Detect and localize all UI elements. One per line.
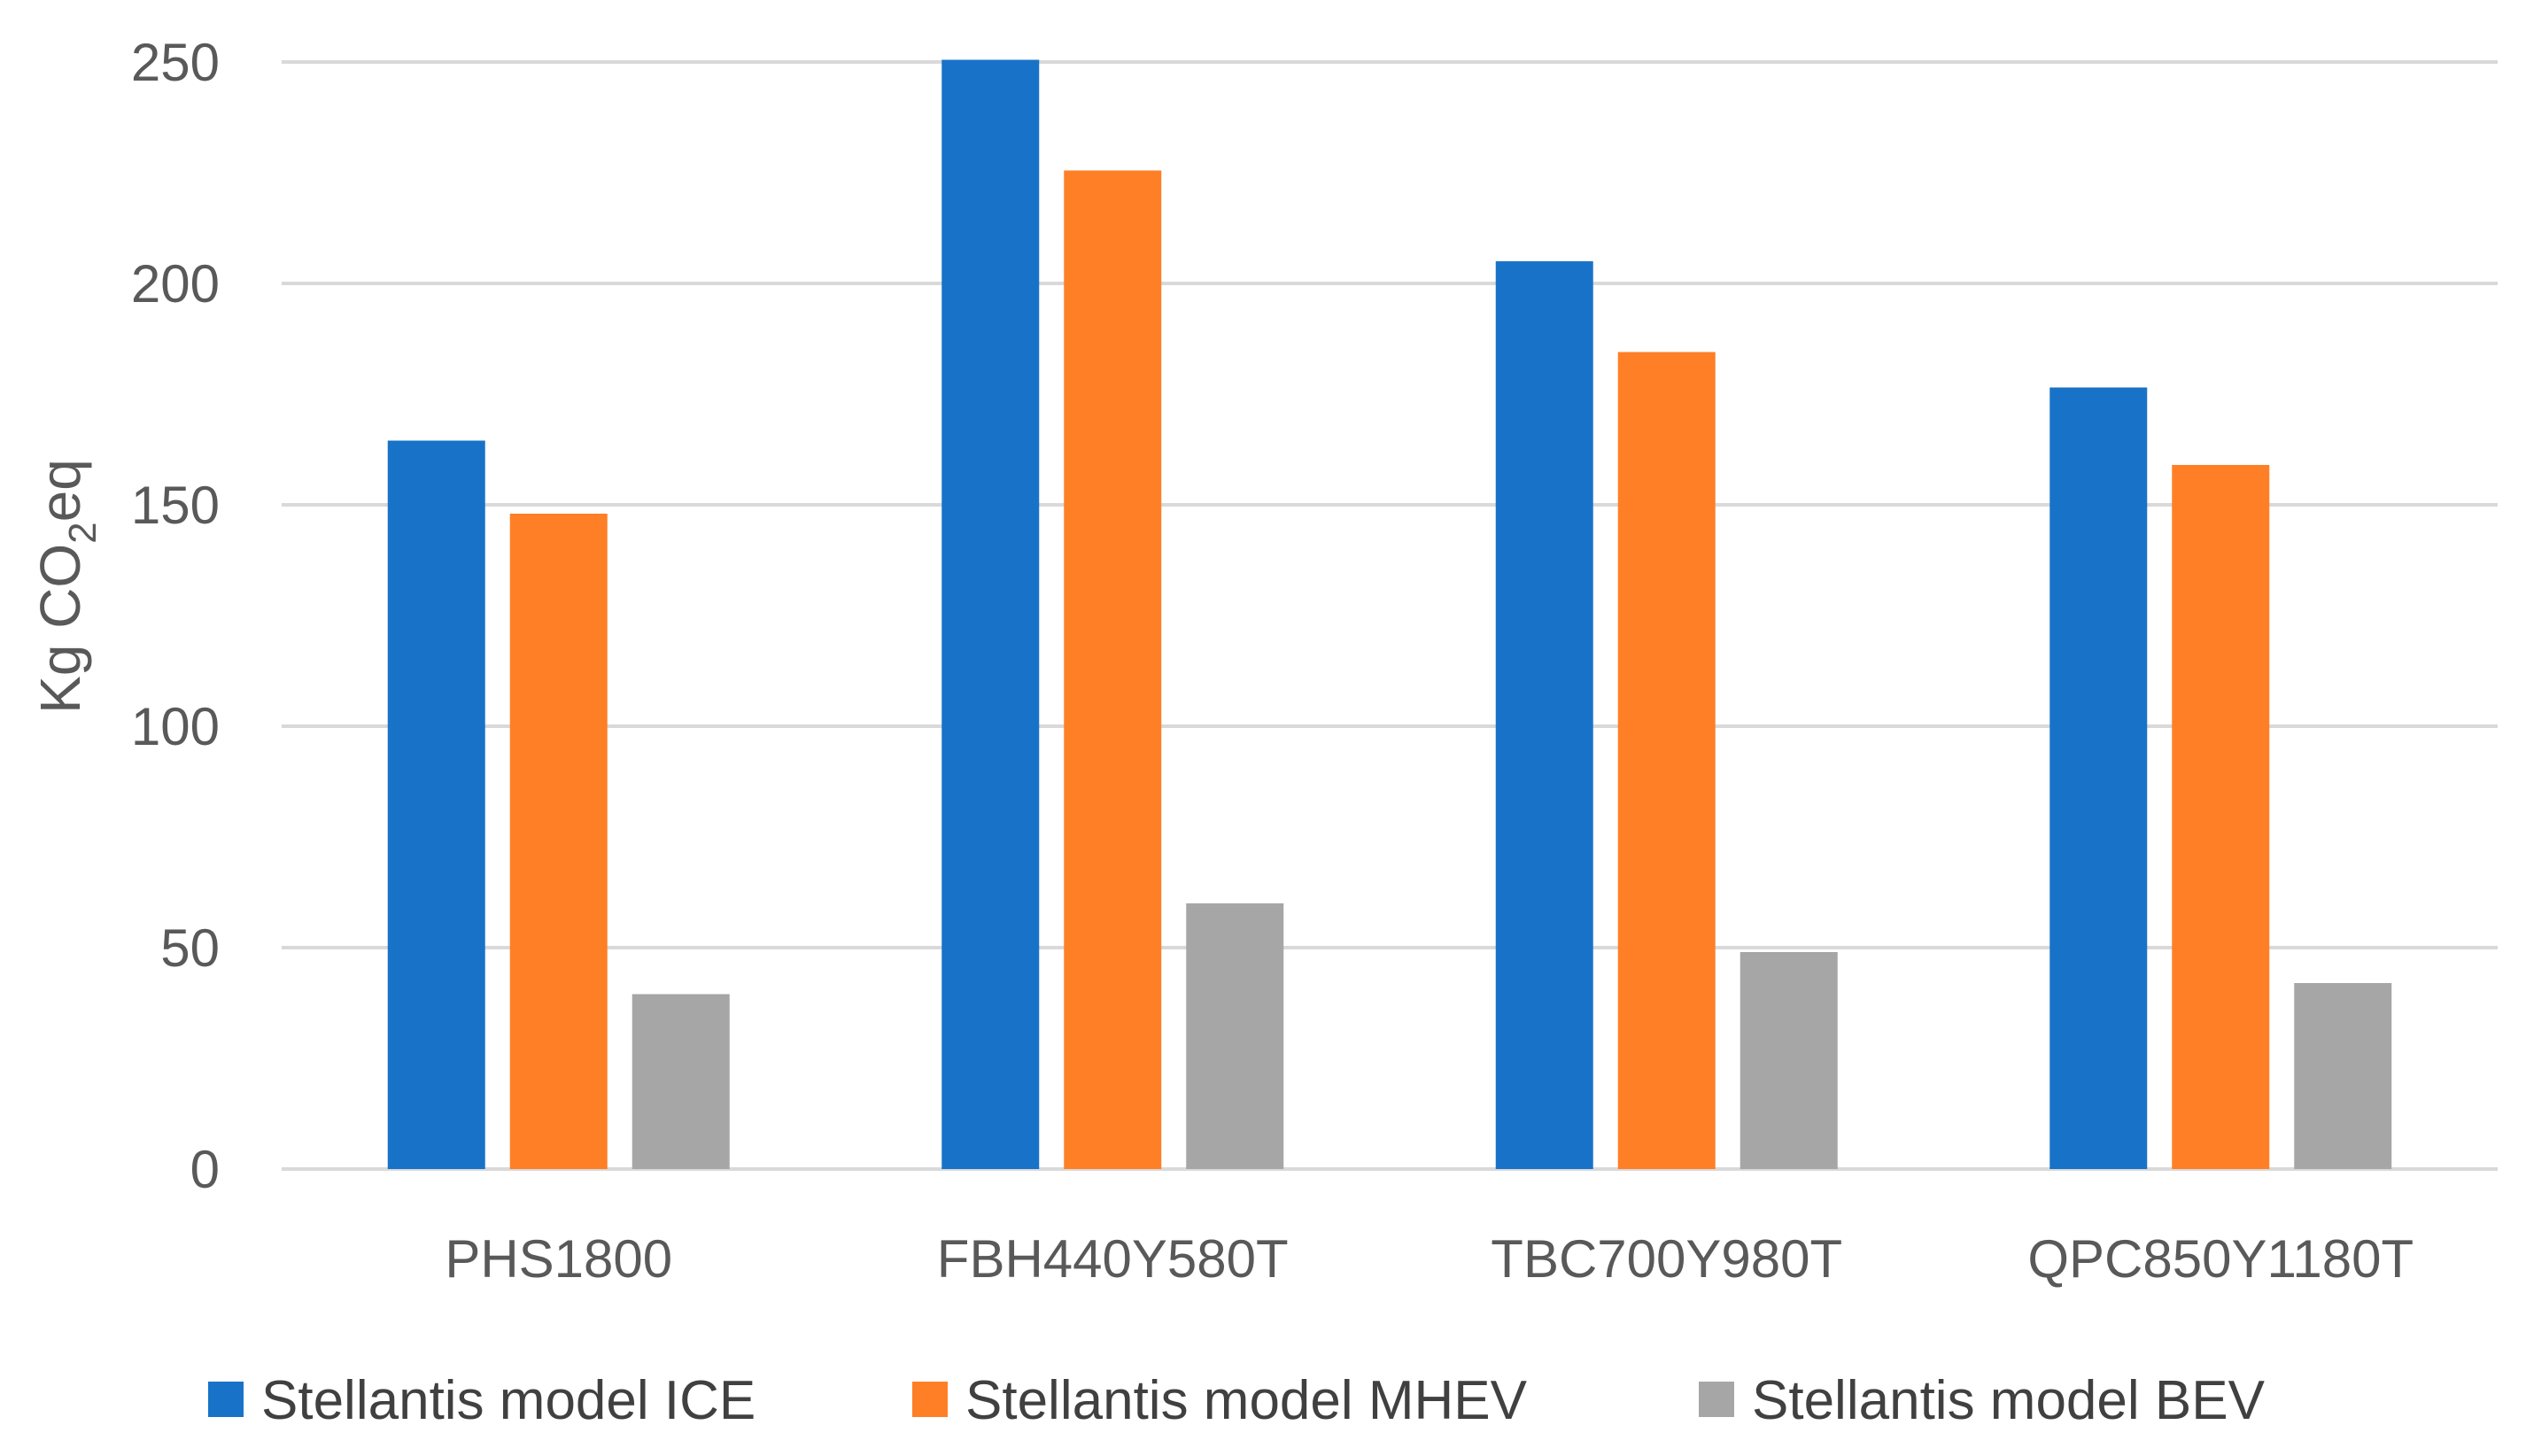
legend: Stellantis model ICE Stellantis model MHE… [208, 1370, 2266, 1431]
bar-stellantis-model-ice-tbc700y980t [1495, 261, 1593, 1169]
bar-stellantis-model-mhev-phs1800 [509, 514, 608, 1169]
bar-stellantis-model-ice-phs1800 [387, 440, 485, 1169]
gridlines [282, 60, 2498, 1171]
legend-label: Stellantis model BEV [1752, 1370, 2266, 1431]
y-tick-label: 0 [190, 1140, 220, 1199]
legend-swatch [912, 1382, 948, 1417]
bars [387, 59, 2392, 1169]
bar-stellantis-model-bev-qpc850y1180t [2294, 983, 2392, 1169]
y-axis-title-tail: eq [28, 459, 92, 522]
bar-stellantis-model-mhev-qpc850y1180t [2172, 465, 2270, 1169]
x-tick-label: TBC700Y980T [1491, 1229, 1842, 1289]
y-tick-label: 150 [131, 476, 220, 535]
y-tick-label: 200 [131, 254, 220, 314]
bar-stellantis-model-mhev-fbh440y580t [1064, 170, 1162, 1169]
x-tick-label: FBH440Y580T [937, 1229, 1289, 1289]
y-axis-title: Kg CO2eq [28, 459, 105, 714]
bar-stellantis-model-bev-fbh440y580t [1186, 903, 1284, 1169]
x-tick-label: QPC850Y1180T [2027, 1229, 2414, 1289]
bar-stellantis-model-ice-fbh440y580t [941, 59, 1040, 1169]
bar-stellantis-model-mhev-tbc700y980t [1617, 352, 1716, 1169]
legend-swatch [1699, 1382, 1734, 1417]
y-axis-title-main: Kg CO [28, 544, 92, 714]
x-tick-labels: PHS1800 FBH440Y580T TBC700Y980T QPC850Y1180… [445, 1229, 2414, 1289]
bar-stellantis-model-ice-qpc850y1180t [2049, 387, 2148, 1169]
y-axis-title-subscript: 2 [61, 522, 105, 543]
x-tick-label: PHS1800 [445, 1229, 672, 1289]
bar-stellantis-model-bev-tbc700y980t [1740, 952, 1838, 1169]
y-tick-label: 50 [160, 918, 220, 978]
legend-label: Stellantis model MHEV [965, 1370, 1528, 1431]
y-tick-label: 100 [131, 697, 220, 756]
bar-stellantis-model-bev-phs1800 [632, 994, 730, 1169]
legend-swatch [208, 1382, 244, 1417]
y-tick-labels: 0 50 100 150 200 250 [131, 33, 220, 1199]
legend-label: Stellantis model ICE [261, 1370, 755, 1431]
y-tick-label: 250 [131, 33, 220, 92]
